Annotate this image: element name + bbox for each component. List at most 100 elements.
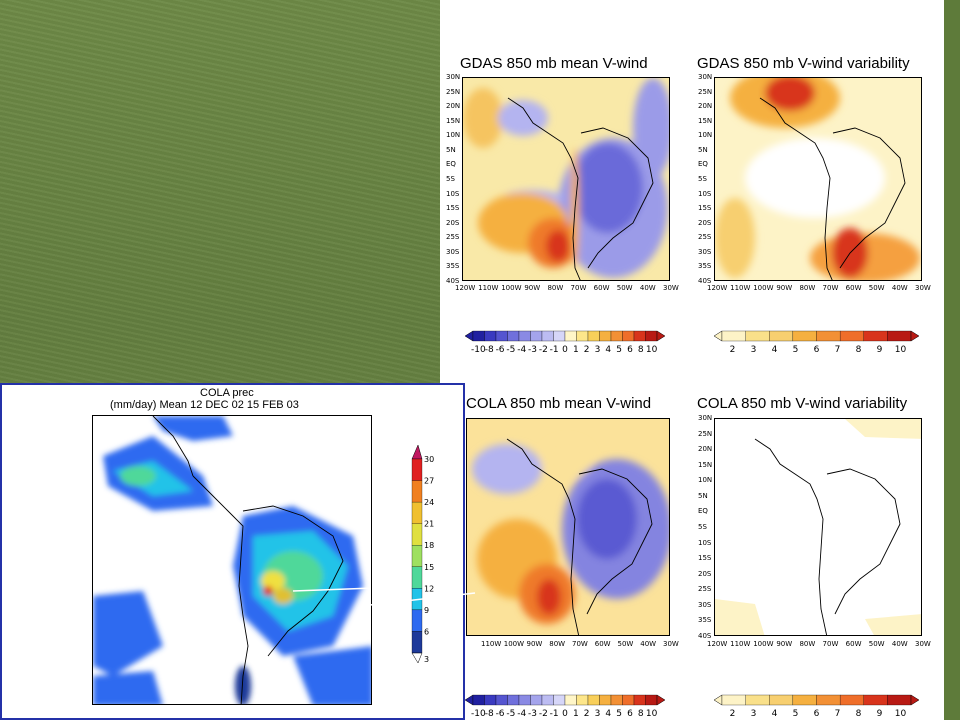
colorbar-arrow-left	[714, 694, 723, 706]
lat-tick-label: 30S	[698, 600, 712, 609]
colorbar-swatch	[484, 694, 497, 706]
colorbar-swatch	[587, 694, 600, 706]
colorbar-swatch	[887, 330, 912, 342]
colorbar-swatch	[530, 694, 543, 706]
colorbar-arrow-right	[910, 330, 920, 342]
lat-tick-label: 10S	[446, 189, 460, 198]
gdas-var-colorbar: 2 3 4 5 6 7 8 9 10	[714, 330, 920, 355]
colorbar-arrow-right	[656, 330, 666, 342]
cola-mean-map	[466, 418, 670, 636]
colorbar-swatch	[507, 694, 520, 706]
lat-tick-label: 30N	[446, 73, 461, 81]
colorbar-label: 4	[772, 709, 778, 719]
lon-tick-label: 50W	[868, 284, 885, 292]
colorbar-swatch	[622, 694, 635, 706]
colorbar-label: 10	[895, 709, 907, 719]
colorbar-label: 8	[856, 345, 862, 355]
cola-mean-colorbar: -10-8 -6 -5 -4 -3 -2 -1 0 1 2 3 4 5 6 8 10	[465, 694, 666, 719]
lon-tick-label: 40W	[891, 640, 908, 648]
colorbar-swatch	[411, 545, 423, 567]
colorbar-swatch	[610, 330, 623, 342]
precip-field	[93, 416, 371, 704]
colorbar-arrow-bottom	[411, 652, 423, 664]
lon-tick-label: 100W	[753, 640, 774, 648]
colorbar-label: 10	[646, 345, 658, 355]
colorbar-label: 2	[584, 345, 590, 355]
colorbar-label: -10	[471, 345, 486, 355]
colorbar-swatch	[645, 330, 658, 342]
colorbar-swatch	[769, 330, 794, 342]
colorbar-swatch	[576, 330, 589, 342]
colorbar-arrow-left	[714, 330, 723, 342]
lon-tick-label: 40W	[891, 284, 908, 292]
precip-colorbar: 3 6 9 12 15 18 21 24 27 30	[411, 445, 434, 664]
colorbar-swatch	[816, 694, 841, 706]
lon-tick-label: 30W	[663, 640, 679, 648]
colorbar-label: 5	[793, 709, 799, 719]
colorbar-swatch	[530, 330, 543, 342]
colorbar-label: -3	[528, 345, 537, 355]
connector-line	[370, 592, 476, 606]
colorbar-label: -8	[485, 709, 494, 719]
cola-var-colorbar: 2 3 4 5 6 7 8 9 10	[714, 694, 920, 719]
colorbar-label: 2	[730, 709, 736, 719]
colorbar-label: -5	[506, 709, 515, 719]
colorbar-swatch	[645, 694, 658, 706]
colorbar-label: -1	[550, 345, 559, 355]
lon-tick-label: 110W	[478, 284, 499, 292]
lon-tick-label: 70W	[822, 640, 839, 648]
lon-tick-label: 110W	[730, 640, 751, 648]
lon-tick-label: 120W	[455, 284, 476, 292]
lon-tick-label: 90W	[776, 284, 793, 292]
colorbar-label: 27	[424, 477, 434, 486]
colorbar-arrow-right	[656, 694, 666, 706]
lat-tick-label: EQ	[698, 507, 708, 516]
colorbar-label: 6	[814, 709, 820, 719]
colorbar-label: 21	[424, 520, 434, 529]
colorbar-swatch	[411, 523, 423, 546]
lon-tick-label: 60W	[845, 640, 862, 648]
colorbar-label: -8	[485, 345, 494, 355]
lat-tick-label: 20S	[698, 218, 712, 227]
colorbar-swatch	[816, 330, 841, 342]
gdas-mean-title: GDAS 850 mb mean V-wind	[460, 55, 648, 72]
lon-tick-label: 80W	[547, 284, 564, 292]
colorbar-swatch	[792, 330, 817, 342]
lon-tick-label: 60W	[593, 284, 610, 292]
precip-title-line2: (mm/day) Mean 12 DEC 02 15 FEB 03	[110, 399, 299, 411]
precip-map	[92, 415, 372, 705]
colorbar-label: 1	[573, 709, 579, 719]
colorbar-label: 5	[616, 709, 622, 719]
lat-tick-label: 20N	[446, 102, 461, 111]
lat-tick-label: 25S	[698, 585, 712, 594]
colorbar-swatch	[633, 694, 646, 706]
colorbar-arrow-top	[411, 445, 423, 460]
cola-mean-field	[467, 419, 669, 635]
colorbar-swatch	[564, 694, 577, 706]
lat-tick-label: 15S	[446, 204, 460, 213]
colorbar-swatch	[553, 694, 566, 706]
colorbar-swatch	[863, 330, 888, 342]
lat-tick-label: 5S	[446, 175, 455, 183]
colorbar-label: 18	[424, 541, 434, 550]
lat-tick-label: 5N	[698, 145, 708, 154]
colorbar-label: -6	[496, 345, 505, 355]
colorbar-swatch	[411, 458, 423, 481]
colorbar-swatch	[411, 480, 423, 503]
colorbar-label: 3	[424, 655, 429, 664]
colorbar-swatch	[745, 694, 770, 706]
colorbar-label: 6	[627, 709, 633, 719]
colorbar-label: 10	[646, 709, 658, 719]
colorbar-swatch	[472, 330, 485, 342]
lat-tick-label: EQ	[446, 160, 456, 169]
colorbar-label: 24	[424, 498, 434, 507]
lon-tick-label: 50W	[617, 640, 634, 648]
colorbar-swatch	[495, 694, 508, 706]
colorbar-label: 4	[605, 345, 611, 355]
lon-tick-label: 100W	[501, 284, 522, 292]
colorbar-label: -2	[539, 345, 548, 355]
lon-tick-label: 50W	[868, 640, 885, 648]
gdas-mean-field	[463, 78, 669, 280]
lat-tick-label: 15S	[698, 554, 712, 563]
lat-tick-label: 30N	[698, 414, 713, 422]
